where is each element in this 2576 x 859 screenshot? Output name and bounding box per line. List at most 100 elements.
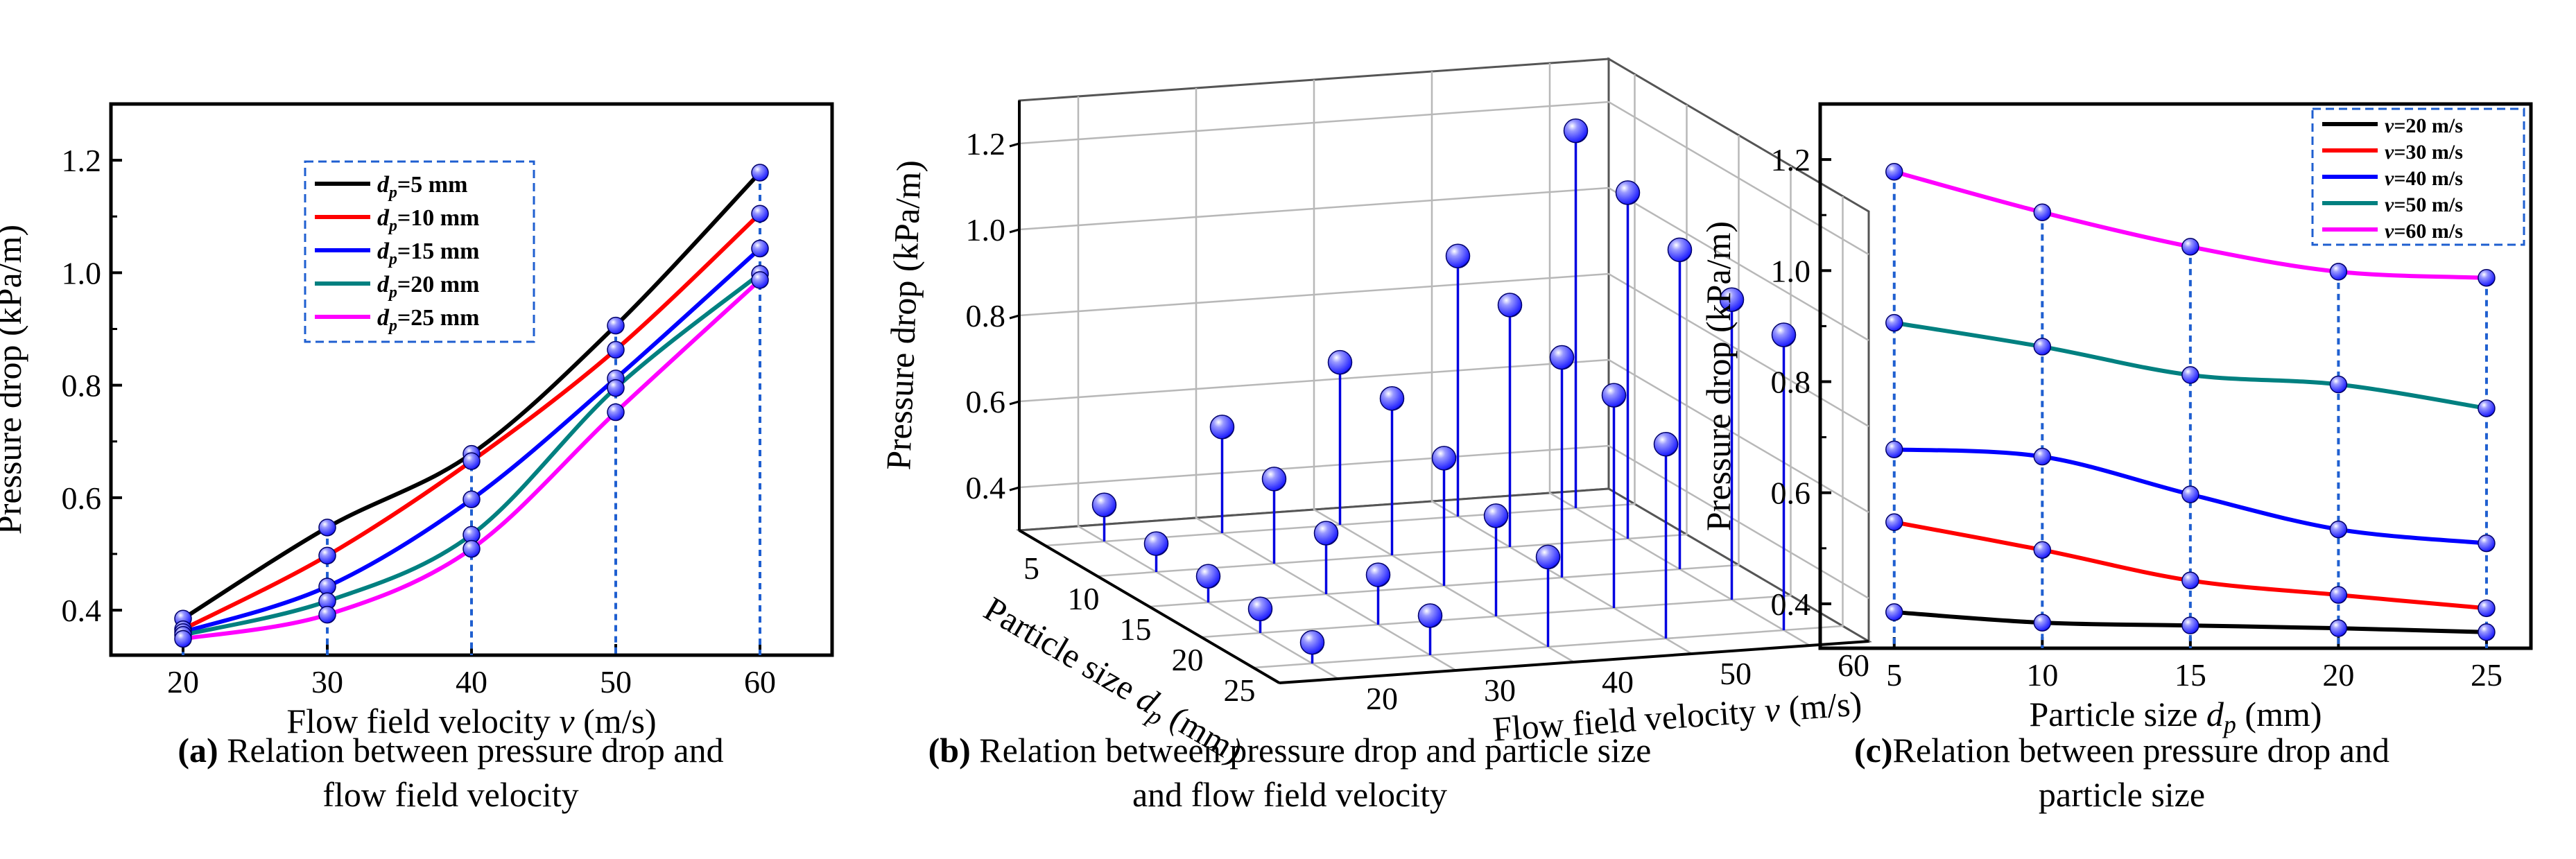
legend-label-a: dp=10 mm <box>377 205 479 235</box>
w-tick-label-b: 20 <box>1366 681 1398 716</box>
data-point-b <box>1445 243 1471 269</box>
data-point-c-2 <box>2181 571 2199 590</box>
u-grid-line-b <box>1149 135 1740 608</box>
x-label-unit: (m/s) <box>575 702 657 740</box>
z-tick-label-b: 0.4 <box>966 470 1006 505</box>
z-tick-label-b: 0.8 <box>966 298 1006 333</box>
data-point-b <box>1719 287 1745 312</box>
w-tick-label-b: 60 <box>1838 648 1869 683</box>
legend-sub: p <box>388 217 397 235</box>
legend-sub: p <box>388 250 397 268</box>
data-point-c-4 <box>2181 366 2199 384</box>
y-tick-label-a: 1.2 <box>62 143 102 178</box>
caption-a: (a) Relation between pressure drop and f… <box>97 728 804 817</box>
z-tick-label-b: 1.0 <box>966 212 1006 248</box>
y-tick-label-c: 0.4 <box>1771 587 1811 622</box>
y-tick-label-a: 1.0 <box>62 255 102 290</box>
u-grid-line-b <box>1253 196 1844 669</box>
data-point-a-5 <box>463 539 481 558</box>
legend-rest: =50 m/s <box>2394 193 2463 216</box>
data-point-c-2 <box>2478 599 2496 618</box>
data-point-c-5 <box>2033 203 2052 221</box>
caption-a-line1: Relation between pressure drop and <box>218 731 724 770</box>
data-point-c-1 <box>2329 619 2348 637</box>
data-point-c-3 <box>2181 485 2199 503</box>
data-point-b <box>1379 385 1405 411</box>
legend-var: v <box>2385 141 2394 164</box>
data-point-c-5 <box>2478 268 2496 287</box>
data-point-c-5 <box>2181 238 2199 256</box>
data-point-b <box>1327 349 1353 375</box>
y-tick-label-a: 0.6 <box>62 480 102 516</box>
data-point-a-5 <box>318 605 336 624</box>
data-point-b <box>1431 446 1457 471</box>
data-point-a-4 <box>607 379 625 397</box>
axis-edge-b-1 <box>1018 529 1281 684</box>
w-grid-line-b <box>1195 88 1457 672</box>
x-label-main: Particle size <box>978 589 1150 712</box>
y-label-var: v <box>1763 690 1782 729</box>
w-grid-line-b <box>1077 96 1339 680</box>
y-tick-label-c: 1.0 <box>1771 253 1811 288</box>
x-label-main: Flow field velocity <box>286 702 559 740</box>
data-point-b <box>1535 544 1561 570</box>
z-tick-b <box>1009 400 1020 406</box>
z-tick-b <box>1009 228 1020 234</box>
data-point-a-1 <box>751 164 769 182</box>
caption-b-label: (b) <box>928 731 971 770</box>
x-tick-label-a: 20 <box>167 664 199 700</box>
x-axis-label-c: Particle size dp (mm) <box>2029 695 2322 738</box>
data-point-b <box>1365 562 1391 587</box>
legend-sub: p <box>388 184 397 202</box>
y-tick-label-c: 0.6 <box>1771 476 1811 511</box>
legend-rest: =25 mm <box>397 305 480 331</box>
legend-var: d <box>377 205 390 231</box>
data-point-a-2 <box>751 205 769 223</box>
data-point-c-3 <box>1885 440 1903 458</box>
data-point-c-3 <box>2033 447 2052 466</box>
z-grid-line-b <box>1019 358 1869 514</box>
caption-c-line1: Relation between pressure drop and <box>1892 731 2389 770</box>
u-tick-label-b: 25 <box>1224 673 1256 708</box>
legend-label-c: v=40 m/s <box>2385 167 2463 190</box>
data-point-c-3 <box>2478 534 2496 553</box>
legend-rest: =30 m/s <box>2394 141 2463 164</box>
data-point-a-2 <box>607 340 625 359</box>
legend-rest: =60 m/s <box>2394 220 2463 243</box>
w-grid-line-b <box>1430 71 1693 655</box>
legend-rest: =20 mm <box>397 272 480 297</box>
u-grid-line-b <box>1045 74 1636 547</box>
x-axis-label-a: Flow field velocity v (m/s) <box>286 702 656 740</box>
x-tick-label-a: 40 <box>456 664 487 700</box>
y-axis-label-c: Pressure drop (kPa/m) <box>1699 221 1738 531</box>
data-point-b <box>1771 322 1797 347</box>
caption-c-line2: particle size <box>2038 775 2206 814</box>
u-tick-label-b: 10 <box>1068 581 1100 616</box>
data-point-b <box>1497 293 1523 318</box>
y-tick-label-a: 0.8 <box>62 368 102 404</box>
legend-label-c: v=60 m/s <box>2385 220 2463 243</box>
data-point-c-1 <box>2478 623 2496 641</box>
data-point-b <box>1615 180 1641 205</box>
u-grid-line-b <box>1201 166 1792 639</box>
caption-b-line2: and flow field velocity <box>1132 775 1448 814</box>
legend-rest: =20 m/s <box>2394 114 2463 137</box>
x-label-var: v <box>559 702 575 740</box>
legend-label-c: v=50 m/s <box>2385 193 2463 216</box>
legend-label-a: dp=5 mm <box>377 172 467 202</box>
z-tick-b <box>1009 314 1020 320</box>
legend-var: d <box>377 272 390 297</box>
x-tick-label-c: 10 <box>2026 657 2058 693</box>
data-point-a-2 <box>463 452 481 470</box>
legend-rest: =40 m/s <box>2394 167 2463 190</box>
legend-rest: =5 mm <box>397 172 468 198</box>
legend-rest: =10 mm <box>397 205 480 231</box>
x-tick-label-c: 20 <box>2322 657 2354 693</box>
plot-frame-c <box>1818 102 2533 650</box>
legend-label-a: dp=20 mm <box>377 272 479 302</box>
data-point-b <box>1091 492 1117 518</box>
w-tick-label-b: 40 <box>1602 664 1634 700</box>
series-line-a-4 <box>182 272 761 637</box>
legend-label-c: v=30 m/s <box>2385 141 2463 164</box>
